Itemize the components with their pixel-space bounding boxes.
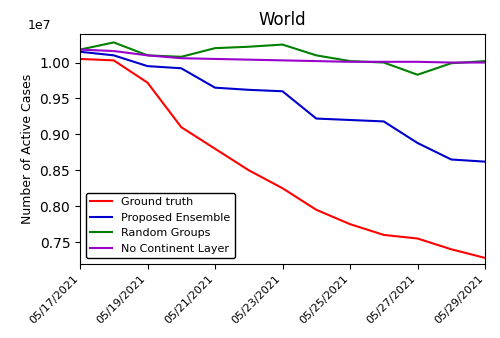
Random Groups — [178, 55, 184, 59]
Proposed Ensemble — [111, 53, 117, 57]
No Continent Layer — [280, 58, 285, 63]
Ground truth — [246, 168, 252, 172]
Ground truth — [212, 147, 218, 151]
Random Groups — [212, 46, 218, 50]
Proposed Ensemble — [414, 141, 420, 145]
Proposed Ensemble — [313, 117, 320, 121]
Ground truth — [414, 237, 420, 241]
Title: World: World — [258, 11, 306, 29]
Proposed Ensemble — [178, 66, 184, 70]
Text: 1e7: 1e7 — [28, 19, 51, 32]
Random Groups — [246, 45, 252, 49]
Ground truth — [482, 256, 488, 260]
Random Groups — [111, 40, 117, 44]
Random Groups — [347, 59, 353, 63]
No Continent Layer — [111, 49, 117, 53]
Line: Proposed Ensemble: Proposed Ensemble — [80, 52, 485, 162]
Ground truth — [111, 58, 117, 63]
Random Groups — [414, 73, 420, 77]
Ground truth — [144, 80, 150, 84]
Line: Random Groups: Random Groups — [80, 42, 485, 75]
No Continent Layer — [246, 57, 252, 62]
Ground truth — [381, 233, 387, 237]
Proposed Ensemble — [212, 86, 218, 90]
Ground truth — [178, 125, 184, 129]
No Continent Layer — [212, 57, 218, 61]
Legend: Ground truth, Proposed Ensemble, Random Groups, No Continent Layer: Ground truth, Proposed Ensemble, Random … — [86, 193, 235, 258]
Random Groups — [313, 53, 320, 57]
Random Groups — [482, 59, 488, 63]
No Continent Layer — [482, 61, 488, 65]
Line: No Continent Layer: No Continent Layer — [80, 50, 485, 63]
Random Groups — [77, 48, 83, 52]
No Continent Layer — [414, 60, 420, 64]
Ground truth — [280, 186, 285, 190]
Ground truth — [313, 208, 320, 212]
No Continent Layer — [178, 56, 184, 60]
Random Groups — [280, 43, 285, 47]
Random Groups — [448, 61, 454, 65]
Proposed Ensemble — [280, 89, 285, 93]
Proposed Ensemble — [381, 119, 387, 123]
No Continent Layer — [144, 53, 150, 57]
Random Groups — [144, 53, 150, 57]
No Continent Layer — [313, 59, 320, 63]
Proposed Ensemble — [482, 160, 488, 164]
No Continent Layer — [448, 61, 454, 65]
Random Groups — [381, 61, 387, 65]
Ground truth — [347, 222, 353, 226]
Ground truth — [77, 57, 83, 61]
Ground truth — [448, 247, 454, 251]
No Continent Layer — [77, 48, 83, 52]
Proposed Ensemble — [144, 64, 150, 68]
No Continent Layer — [347, 60, 353, 64]
Proposed Ensemble — [246, 88, 252, 92]
Proposed Ensemble — [77, 50, 83, 54]
Y-axis label: Number of Active Cases: Number of Active Cases — [21, 74, 34, 224]
No Continent Layer — [381, 60, 387, 64]
Proposed Ensemble — [347, 118, 353, 122]
Line: Ground truth: Ground truth — [80, 59, 485, 258]
Proposed Ensemble — [448, 158, 454, 162]
